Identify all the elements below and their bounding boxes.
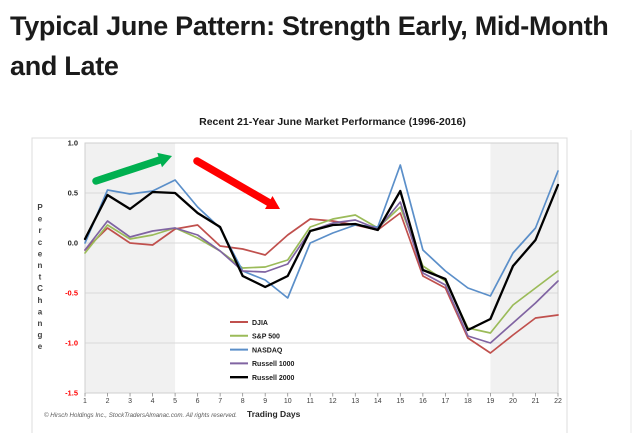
copyright-note: © Hirsch Holdings Inc., StockTradersAlma… — [44, 412, 237, 419]
y-tick-label: 0.0 — [68, 239, 78, 248]
x-tick-label: 13 — [351, 398, 359, 405]
y-axis-letter: P — [37, 203, 43, 212]
series-line-s-p-500 — [84, 206, 559, 334]
y-tick-label: -1.5 — [65, 389, 78, 398]
x-tick-label: 11 — [307, 398, 314, 405]
x-tick-label: 10 — [284, 398, 292, 405]
x-tick-label: 12 — [329, 398, 337, 405]
x-tick-label: 5 — [173, 398, 177, 405]
legend-label: Russell 2000 — [252, 375, 295, 382]
x-tick-label: 22 — [554, 398, 562, 405]
red-arrow-annotation — [193, 157, 273, 207]
x-axis-title: Trading Days — [247, 409, 301, 419]
x-tick-label: 18 — [464, 398, 472, 405]
y-axis-letter: e — [38, 342, 43, 351]
y-axis-letter: t — [39, 273, 42, 282]
legend-label: S&P 500 — [252, 334, 280, 341]
legend-label: NASDAQ — [252, 347, 283, 354]
y-axis-letter: g — [38, 331, 43, 340]
legend-label: DJIA — [252, 320, 268, 327]
headline: Typical June Pattern: Strength Early, Mi… — [10, 11, 609, 81]
y-tick-label: -1.0 — [65, 339, 78, 348]
y-axis-letter: c — [38, 238, 43, 247]
y-axis-letter: e — [38, 215, 43, 224]
green-arrow-head-icon — [157, 152, 172, 168]
shaded-band — [85, 143, 176, 393]
red-arrow-head-icon — [265, 196, 280, 209]
series-line-nasdaq — [84, 164, 559, 299]
x-tick-label: 1 — [83, 398, 87, 405]
x-tick-label: 15 — [396, 398, 404, 405]
y-axis-letter: e — [38, 249, 43, 258]
x-tick-label: 17 — [441, 398, 449, 405]
y-axis-letter: n — [38, 261, 43, 270]
series-line-djia — [84, 212, 559, 354]
x-tick-label: 7 — [218, 398, 222, 405]
y-axis-letter: a — [38, 307, 43, 316]
y-tick-label: -0.5 — [65, 289, 78, 298]
y-axis-letter: n — [38, 319, 43, 328]
shaded-band — [490, 143, 558, 393]
y-axis-letter: C — [37, 284, 43, 293]
plot-border — [84, 142, 559, 394]
y-tick-label: 0.5 — [68, 189, 78, 198]
y-axis-letter: h — [38, 296, 43, 305]
x-tick-label: 21 — [532, 398, 540, 405]
x-tick-label: 19 — [487, 398, 495, 405]
green-arrow-annotation — [92, 156, 164, 185]
x-tick-label: 4 — [151, 398, 155, 405]
x-tick-label: 14 — [374, 398, 382, 405]
x-tick-label: 16 — [419, 398, 427, 405]
y-tick-label: 1.0 — [68, 139, 78, 148]
x-tick-label: 3 — [128, 398, 132, 405]
legend-label: Russell 1000 — [252, 361, 295, 368]
series-line-russell-2000 — [83, 183, 560, 332]
x-tick-label: 20 — [509, 398, 517, 405]
x-tick-label: 2 — [106, 398, 110, 405]
y-axis-letter: r — [38, 226, 41, 235]
chart-title: Recent 21-Year June Market Performance (… — [199, 116, 466, 128]
chart-frame — [31, 137, 568, 433]
x-tick-label: 9 — [263, 398, 267, 405]
x-tick-label: 6 — [196, 398, 200, 405]
x-tick-label: 8 — [241, 398, 245, 405]
